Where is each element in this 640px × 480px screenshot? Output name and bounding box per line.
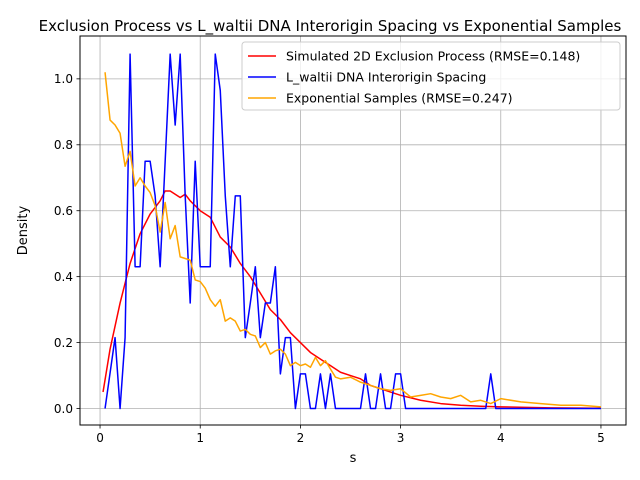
- plot-frame: [79, 35, 627, 426]
- x-tick-label: 3: [397, 431, 405, 445]
- series-line-3: [104, 72, 602, 408]
- legend-label: Exponential Samples (RMSE=0.247): [286, 91, 513, 106]
- y-tick-label: 0.4: [54, 270, 73, 284]
- y-tick-label: 0.8: [54, 138, 73, 152]
- x-tick-label: 4: [497, 431, 505, 445]
- chart-title: Exclusion Process vs L_waltii DNA Intero…: [39, 17, 622, 36]
- legend-label: Simulated 2D Exclusion Process (RMSE=0.1…: [286, 49, 580, 64]
- legend-label: L_waltii DNA Interorigin Spacing: [286, 70, 486, 85]
- legend-box: [241, 41, 621, 111]
- x-axis-label: s: [350, 451, 357, 466]
- series-line-1: [102, 190, 601, 409]
- series-line-2: [104, 53, 601, 410]
- y-axis-label: Density: [16, 205, 31, 255]
- ticks: 0 1 2 3 4 5 0.0 0.2 0.4 0.6 0.8 1.0: [54, 72, 605, 445]
- x-tick-label: 2: [297, 431, 305, 445]
- legend: Simulated 2D Exclusion Process (RMSE=0.1…: [241, 41, 621, 111]
- x-tick-label: 0: [96, 431, 104, 445]
- y-tick-label: 0.0: [54, 402, 73, 416]
- y-tick-label: 1.0: [54, 72, 73, 86]
- y-tick-label: 0.6: [54, 204, 73, 218]
- x-tick-label: 5: [597, 431, 605, 445]
- x-tick-label: 1: [196, 431, 204, 445]
- series-layer: [102, 53, 602, 410]
- y-tick-label: 0.2: [54, 336, 73, 350]
